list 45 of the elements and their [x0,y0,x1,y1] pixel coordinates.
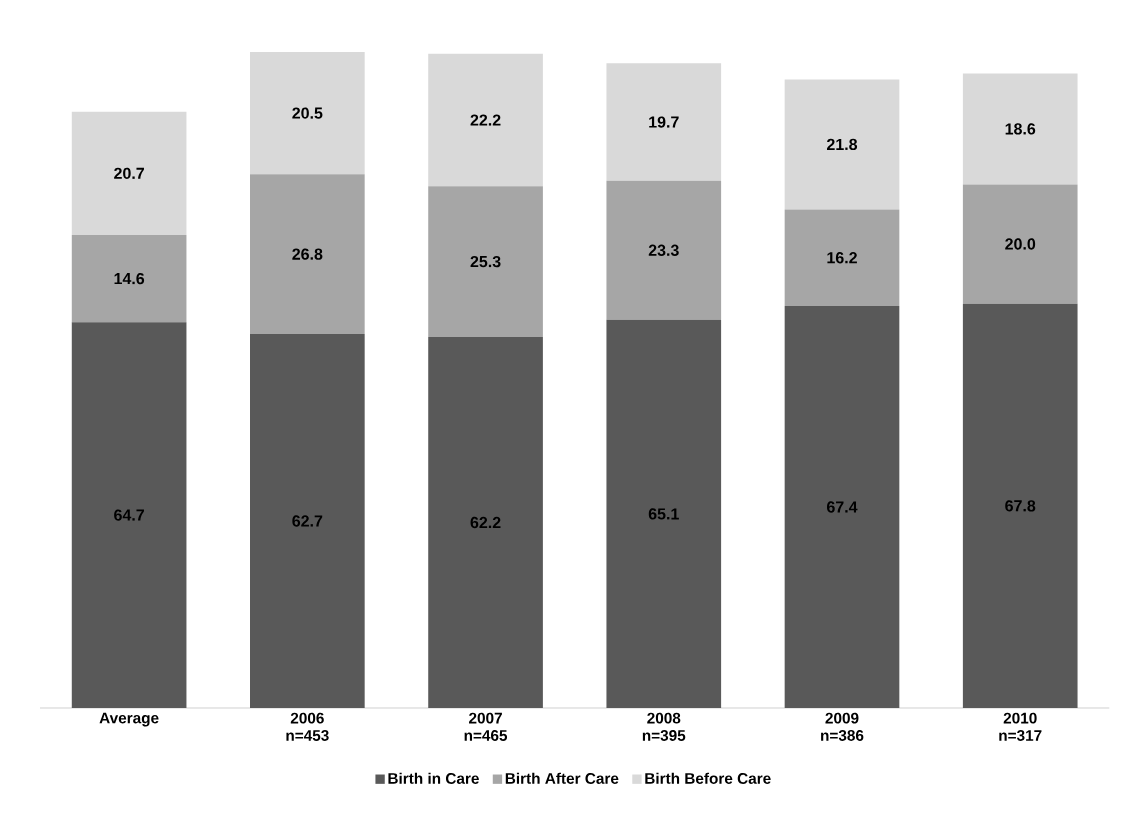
data-label: 23.3 [648,244,679,256]
data-label: 22.2 [470,114,501,126]
bar [428,337,543,708]
x-tick-label: 2008 n=395 [642,712,686,741]
data-label: 25.3 [470,255,501,268]
bar [250,51,365,175]
data-label: 67.4 [827,501,858,513]
data-label: 20.7 [114,167,144,179]
bar [250,334,365,708]
legend-label: Birth After Care [505,772,619,784]
legend-label: Birth in Care [388,772,479,784]
data-label: 18.6 [1005,123,1036,135]
data-label: 14.6 [114,272,145,285]
bar [71,111,187,236]
data-label: 64.7 [114,509,144,521]
bar [784,79,900,210]
data-label: 62.7 [292,515,323,527]
x-tick-label: Average [99,712,159,727]
bar [962,184,1078,304]
data-label: 62.2 [470,516,501,529]
x-tick-label: 2006 n=453 [286,712,329,741]
data-label: 65.1 [648,508,679,520]
bar [71,235,187,323]
data-label: 16.2 [827,252,857,264]
data-label: 20.5 [292,107,323,119]
bar [606,63,722,181]
data-label: 21.8 [826,138,858,151]
bar [784,209,900,307]
legend-label: Birth Before Care [645,772,771,784]
bar [962,303,1078,708]
x-tick-label: 2009 n=386 [821,712,864,741]
bar [606,180,722,320]
x-tick-label: 2010 n=317 [999,712,1042,741]
data-label: 20.0 [1005,238,1036,250]
bar [606,319,722,708]
x-tick-label: 2007 n=465 [464,712,508,741]
bar [250,174,365,335]
bar [428,53,543,187]
bar [71,322,187,708]
data-label: 19.7 [649,116,679,128]
data-label: 26.8 [292,248,323,260]
bar [428,186,543,338]
data-label: 67.8 [1005,500,1036,512]
bar [784,306,900,708]
bar [962,73,1078,185]
